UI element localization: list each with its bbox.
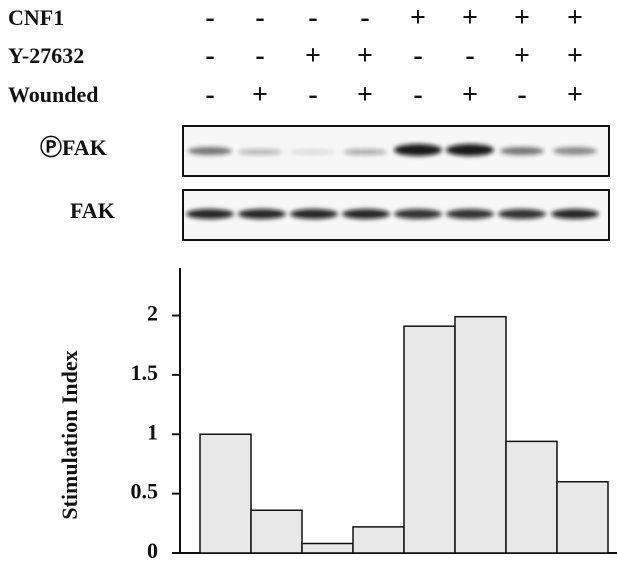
treatment-sign: - [205, 2, 214, 33]
treatment-sign: - [465, 40, 474, 71]
y-tick-label: 0.5 [131, 479, 159, 504]
y-tick-label: 1 [147, 419, 158, 444]
treatment-sign: - [308, 79, 317, 110]
treatment-label: Y-27632 [8, 43, 84, 68]
bar [251, 510, 302, 553]
treatment-sign: + [305, 40, 321, 71]
bar [455, 317, 506, 553]
blot-label: FAK [70, 198, 115, 223]
treatment-sign: + [567, 2, 583, 33]
treatment-sign: - [360, 2, 369, 33]
y-axis-label: Stimulation Index [57, 350, 82, 519]
figure: ⓅFAK FAK Stimulation Index CNF1 - - - - + + + + Y… [0, 0, 617, 565]
treatment-sign: + [514, 2, 530, 33]
treatment-sign: - [413, 40, 422, 71]
treatment-sign: + [462, 2, 478, 33]
treatment-sign: + [252, 79, 268, 110]
bar [557, 482, 608, 553]
treatment-sign: - [205, 79, 214, 110]
treatment-sign: + [567, 79, 583, 110]
treatment-sign: - [255, 2, 264, 33]
treatment-sign: + [410, 2, 426, 33]
bar [506, 441, 557, 553]
treatment-label: CNF1 [8, 5, 64, 30]
treatment-sign: + [514, 40, 530, 71]
bar [404, 326, 455, 553]
y-tick-label: 1.5 [131, 360, 159, 385]
y-tick-label: 0 [147, 538, 158, 563]
treatment-sign: - [205, 40, 214, 71]
blot-label: ⓅFAK [40, 135, 107, 160]
treatment-label: Wounded [8, 82, 99, 107]
bar [353, 527, 404, 553]
treatment-sign: - [517, 79, 526, 110]
treatment-sign: + [462, 79, 478, 110]
treatment-sign: - [308, 2, 317, 33]
treatment-sign: + [567, 40, 583, 71]
bar [302, 544, 353, 554]
treatment-sign: - [413, 79, 422, 110]
treatment-sign: + [357, 79, 373, 110]
y-tick-label: 2 [147, 301, 158, 326]
bar [200, 434, 251, 553]
treatment-sign: + [357, 40, 373, 71]
treatment-sign: - [255, 40, 264, 71]
